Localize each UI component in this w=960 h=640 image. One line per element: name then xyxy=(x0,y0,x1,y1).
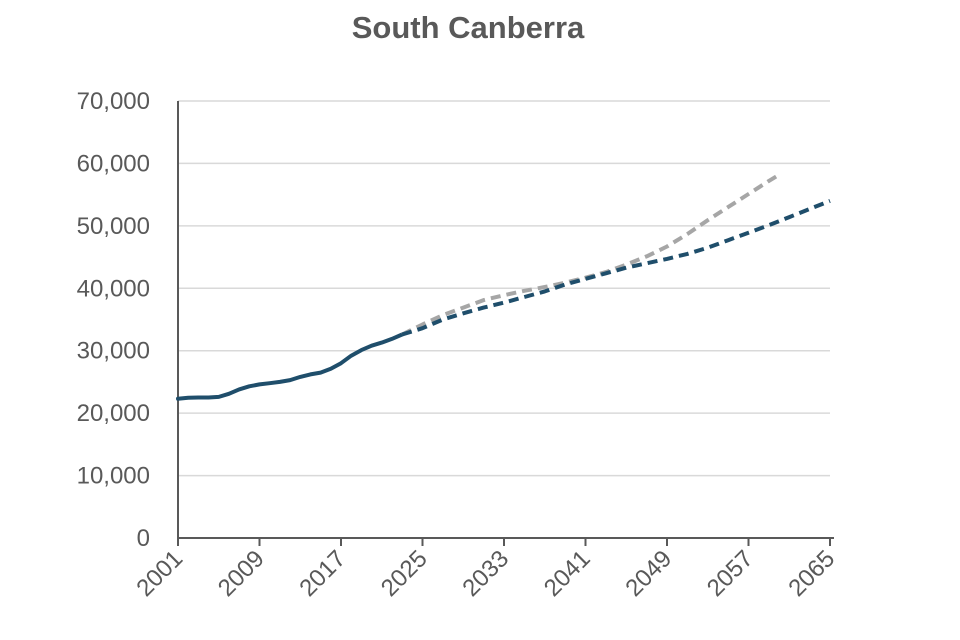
x-tick-label: 2009 xyxy=(213,545,270,602)
y-tick-label: 0 xyxy=(137,525,150,552)
x-tick-label: 2001 xyxy=(131,545,188,602)
x-tick-label: 2033 xyxy=(457,545,514,602)
series-line-2 xyxy=(401,172,781,337)
y-tick-label: 50,000 xyxy=(77,213,150,240)
series-line-3 xyxy=(401,199,831,337)
x-tick-label: 2025 xyxy=(376,545,433,602)
x-tick-label: 2017 xyxy=(294,545,351,602)
series-line-1 xyxy=(176,332,405,401)
x-tick-label: 2049 xyxy=(620,545,677,602)
y-tick-label: 60,000 xyxy=(77,150,150,177)
x-tick-label: 2057 xyxy=(702,545,759,602)
x-tick-label: 2065 xyxy=(783,545,840,602)
y-tick-label: 30,000 xyxy=(77,338,150,365)
x-tick-label: 2041 xyxy=(539,545,596,602)
y-tick-label: 10,000 xyxy=(77,463,150,490)
y-tick-label: 20,000 xyxy=(77,400,150,427)
y-tick-label: 40,000 xyxy=(77,275,150,302)
chart-title: South Canberra xyxy=(351,10,585,45)
y-tick-label: 70,000 xyxy=(77,88,150,115)
